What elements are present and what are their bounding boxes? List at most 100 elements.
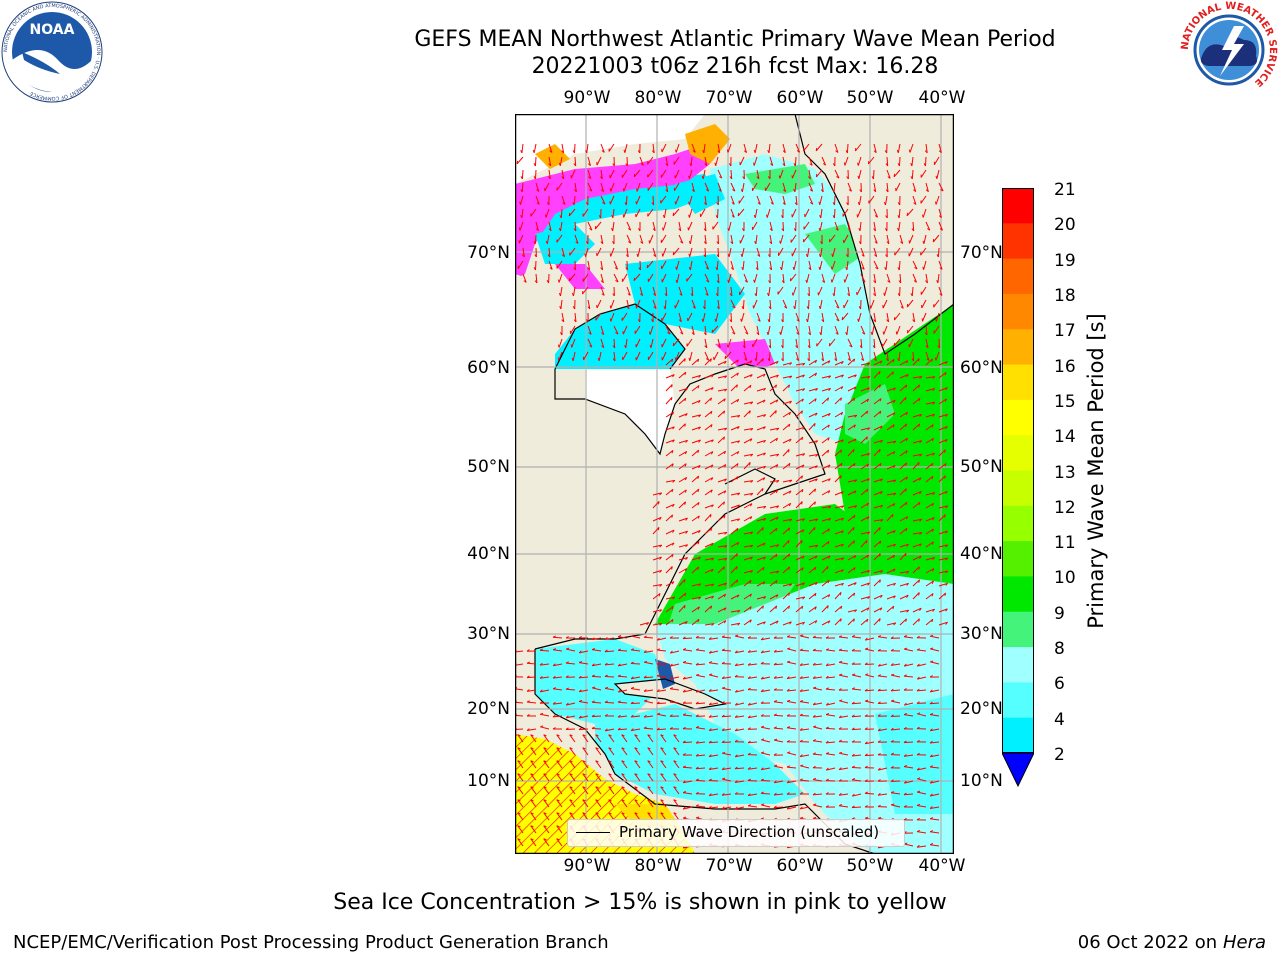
wave-arrow bbox=[730, 566, 738, 574]
wave-arrow bbox=[660, 747, 667, 756]
wave-arrow-head bbox=[656, 727, 660, 731]
wave-arrow bbox=[522, 247, 525, 257]
wave-arrow-head bbox=[786, 806, 790, 810]
wave-arrow bbox=[873, 338, 876, 349]
wave-arrow bbox=[825, 727, 836, 730]
wave-arrow-head bbox=[905, 384, 908, 388]
wave-arrow-head bbox=[573, 228, 577, 232]
wave-arrow-head bbox=[779, 240, 781, 244]
wave-arrow-head bbox=[736, 542, 740, 546]
wave-arrow-head bbox=[828, 413, 831, 417]
wave-arrow-head bbox=[853, 463, 856, 467]
wave-arrow-head bbox=[589, 228, 593, 231]
wave-arrow-head bbox=[787, 660, 791, 663]
wave-arrow-head bbox=[673, 812, 677, 815]
wave-arrow bbox=[598, 351, 602, 361]
wave-arrow-head bbox=[604, 637, 608, 640]
wave-arrow bbox=[665, 503, 675, 509]
wave-arrow bbox=[565, 662, 576, 665]
wave-arrow bbox=[839, 674, 849, 678]
wave-arrow bbox=[756, 439, 766, 444]
wave-arrow bbox=[652, 569, 662, 574]
wave-arrow-head bbox=[572, 150, 575, 154]
wave-arrow bbox=[873, 351, 877, 361]
wave-arrow-head bbox=[783, 189, 786, 192]
wave-arrow-head bbox=[896, 149, 899, 153]
wave-arrow bbox=[660, 734, 667, 743]
wave-arrow-head bbox=[690, 293, 694, 297]
colorbar-tick-label: 10 bbox=[1054, 568, 1076, 589]
wave-arrow bbox=[604, 701, 615, 704]
wave-arrow-head bbox=[916, 767, 920, 771]
wave-arrow-head bbox=[874, 215, 878, 218]
wave-arrow-head bbox=[903, 754, 907, 757]
wave-arrow bbox=[560, 208, 563, 219]
wave-arrow bbox=[808, 488, 816, 496]
wave-arrow bbox=[743, 619, 752, 626]
wave-arrow bbox=[782, 479, 792, 483]
wave-arrow bbox=[691, 399, 701, 405]
wave-arrow bbox=[860, 502, 869, 509]
wave-arrow-head bbox=[774, 764, 778, 767]
wave-arrow bbox=[592, 637, 602, 641]
wave-arrow-head bbox=[825, 675, 829, 679]
wave-arrow-head bbox=[886, 358, 889, 362]
wave-arrow bbox=[873, 448, 881, 457]
wave-arrow bbox=[543, 786, 550, 795]
wave-arrow bbox=[930, 831, 940, 834]
wave-arrow bbox=[708, 741, 719, 744]
wave-arrow bbox=[717, 501, 725, 509]
wave-arrow-head bbox=[763, 556, 766, 560]
wave-arrow bbox=[661, 351, 667, 361]
wave-arrow bbox=[683, 714, 693, 717]
wave-arrow-head bbox=[877, 804, 881, 808]
wave-arrow-head bbox=[660, 760, 664, 763]
wave-arrow bbox=[730, 426, 740, 431]
wave-arrow bbox=[870, 299, 875, 309]
wave-arrow bbox=[808, 398, 817, 405]
wave-arrow-head bbox=[867, 531, 871, 535]
wave-arrow-head bbox=[736, 451, 740, 455]
wave-arrow bbox=[735, 663, 745, 667]
wave-arrow bbox=[925, 475, 934, 483]
wave-arrow bbox=[839, 805, 849, 808]
wave-period-map bbox=[515, 114, 954, 854]
wave-arrow bbox=[721, 715, 732, 718]
wave-arrow bbox=[634, 325, 641, 334]
wave-arrow bbox=[717, 464, 727, 470]
wave-arrow-head bbox=[827, 580, 830, 584]
wave-arrow-head bbox=[775, 554, 778, 558]
wave-arrow-head bbox=[918, 477, 922, 481]
wave-arrow-head bbox=[721, 793, 725, 796]
wave-arrow bbox=[873, 312, 877, 322]
wave-arrow-head bbox=[916, 701, 920, 704]
wave-arrow-head bbox=[877, 674, 882, 677]
wave-arrow bbox=[761, 726, 771, 730]
wave-arrow-head bbox=[662, 214, 665, 218]
wave-arrow-head bbox=[813, 527, 816, 531]
wave-arrow-head bbox=[838, 635, 843, 638]
wave-arrow-head bbox=[857, 175, 860, 179]
wave-arrow bbox=[657, 713, 667, 717]
wave-arrow bbox=[609, 169, 615, 179]
wave-arrow-head bbox=[612, 345, 616, 349]
wave-arrow bbox=[696, 741, 706, 744]
wave-arrow-head bbox=[685, 544, 689, 548]
wave-arrow-head bbox=[617, 714, 621, 718]
wave-arrow-head bbox=[945, 426, 948, 430]
wave-arrow bbox=[922, 312, 927, 322]
wave-arrow bbox=[660, 812, 667, 821]
wave-arrow bbox=[938, 608, 948, 613]
wave-arrow-head bbox=[517, 838, 521, 841]
wave-arrow bbox=[808, 581, 818, 587]
wave-arrow bbox=[884, 286, 888, 296]
wave-arrow-head bbox=[810, 202, 814, 205]
wave-arrow-head bbox=[786, 780, 790, 784]
wave-arrow-head bbox=[671, 606, 674, 610]
wave-arrow bbox=[890, 780, 901, 782]
wave-arrow-head bbox=[768, 280, 771, 284]
wave-arrow-head bbox=[877, 792, 881, 796]
wave-arrow bbox=[912, 384, 920, 392]
wave-arrow-head bbox=[708, 702, 712, 706]
wave-arrow bbox=[704, 387, 714, 392]
